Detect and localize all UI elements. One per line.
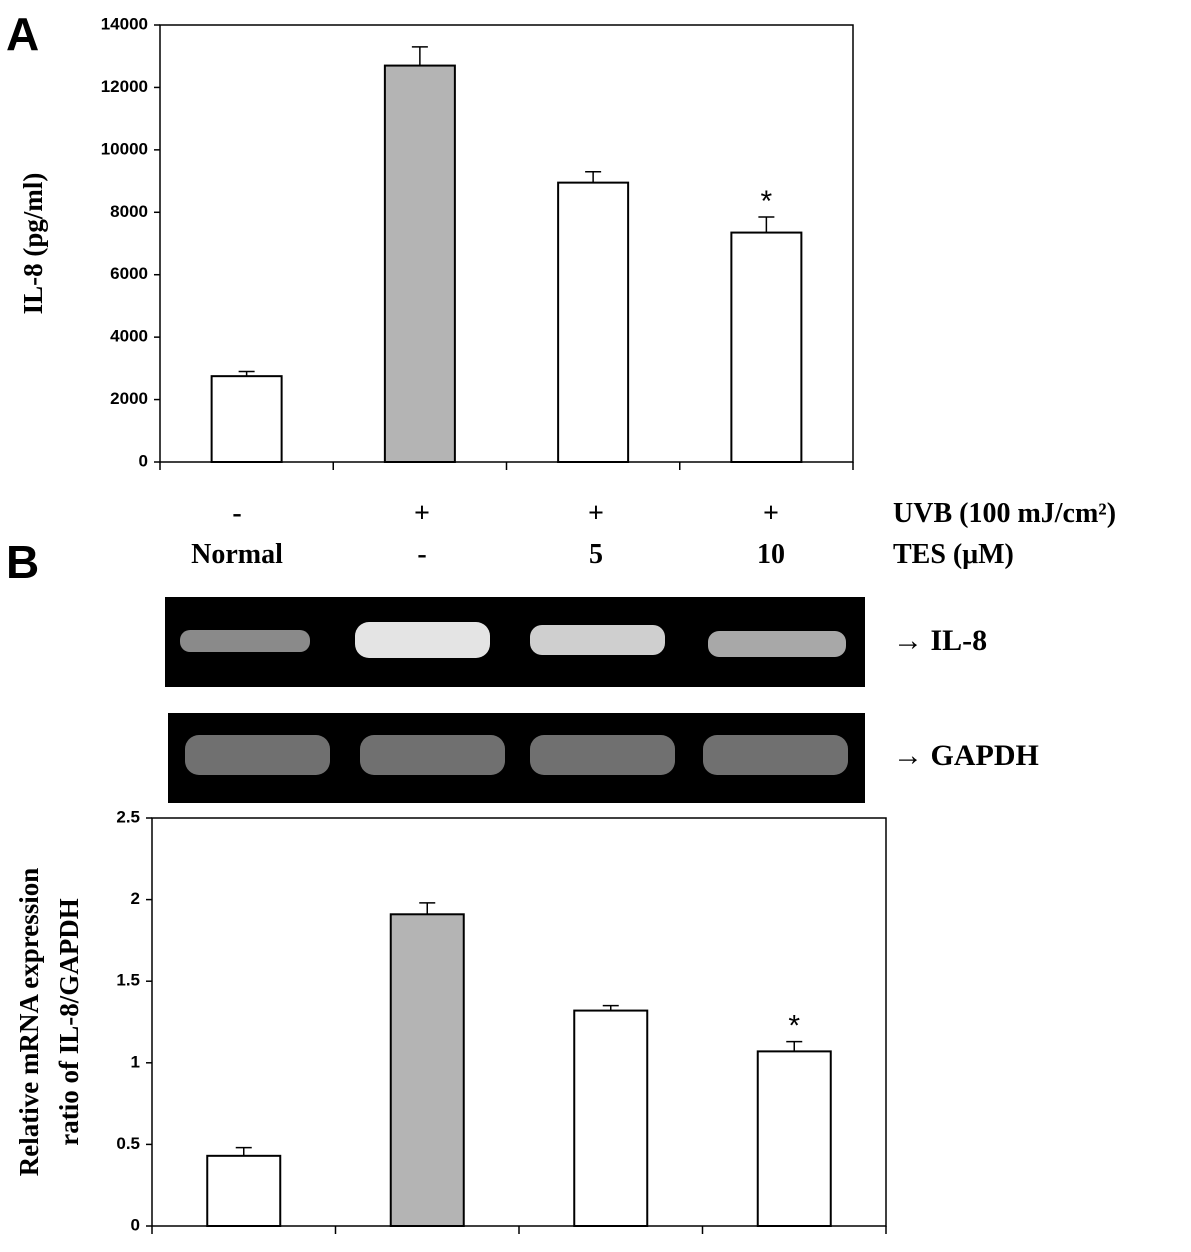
y-tick-label: 8000 [110, 202, 148, 221]
gel-label: → IL-8 [893, 624, 987, 657]
y-tick-label: 2.5 [116, 807, 140, 826]
y-tick-label: 10000 [101, 139, 148, 158]
condition-value: 5 [589, 539, 603, 570]
condition-value: + [414, 498, 430, 529]
gel-label: → GAPDH [893, 739, 1039, 772]
condition-value: 10 [757, 539, 785, 570]
bar [730, 231, 803, 463]
panel-label: A [6, 8, 39, 60]
condition-value: + [588, 498, 604, 529]
y-tick-label: 4000 [110, 327, 148, 346]
y-axis-label: IL-8 (pg/ml) [18, 173, 48, 315]
condition-value: Normal [191, 539, 283, 570]
y-tick-label: 6000 [110, 264, 148, 283]
y-tick-label: 0.5 [116, 1134, 140, 1153]
error-bar [238, 370, 255, 377]
bar [389, 913, 465, 1228]
y-tick-label: 12000 [101, 77, 148, 96]
bar [756, 1050, 832, 1227]
y-tick-label: 2000 [110, 389, 148, 408]
condition-value: + [763, 498, 779, 529]
error-bar [235, 1146, 252, 1156]
error-bar [758, 216, 775, 233]
annotation: * [788, 1010, 800, 1043]
bar [210, 375, 283, 463]
y-tick-label: 0 [139, 451, 148, 470]
error-bar [786, 1040, 803, 1052]
condition-value: - [417, 539, 426, 570]
condition-label: TES (μM) [893, 539, 1014, 570]
bar [557, 181, 630, 463]
bar [383, 64, 456, 463]
y-axis-label: ratio of IL-8/GAPDH [54, 898, 84, 1145]
error-bar [411, 46, 428, 66]
condition-label: UVB (100 mJ/cm²) [893, 498, 1116, 529]
error-bar [419, 902, 436, 915]
gel [165, 597, 865, 803]
y-tick-label: 1.5 [116, 971, 140, 990]
y-tick-label: 2 [131, 889, 140, 908]
condition-value: - [232, 498, 241, 529]
bar [206, 1154, 282, 1227]
y-axis-label: Relative mRNA expression [14, 868, 44, 1176]
y-tick-label: 14000 [101, 14, 148, 33]
y-tick-label: 1 [131, 1052, 140, 1071]
y-tick-label: 0 [131, 1215, 140, 1234]
annotation: * [761, 185, 773, 218]
bar [573, 1009, 649, 1227]
error-bar [585, 170, 602, 183]
panel-label: B [6, 536, 39, 588]
error-bar [602, 1004, 619, 1011]
